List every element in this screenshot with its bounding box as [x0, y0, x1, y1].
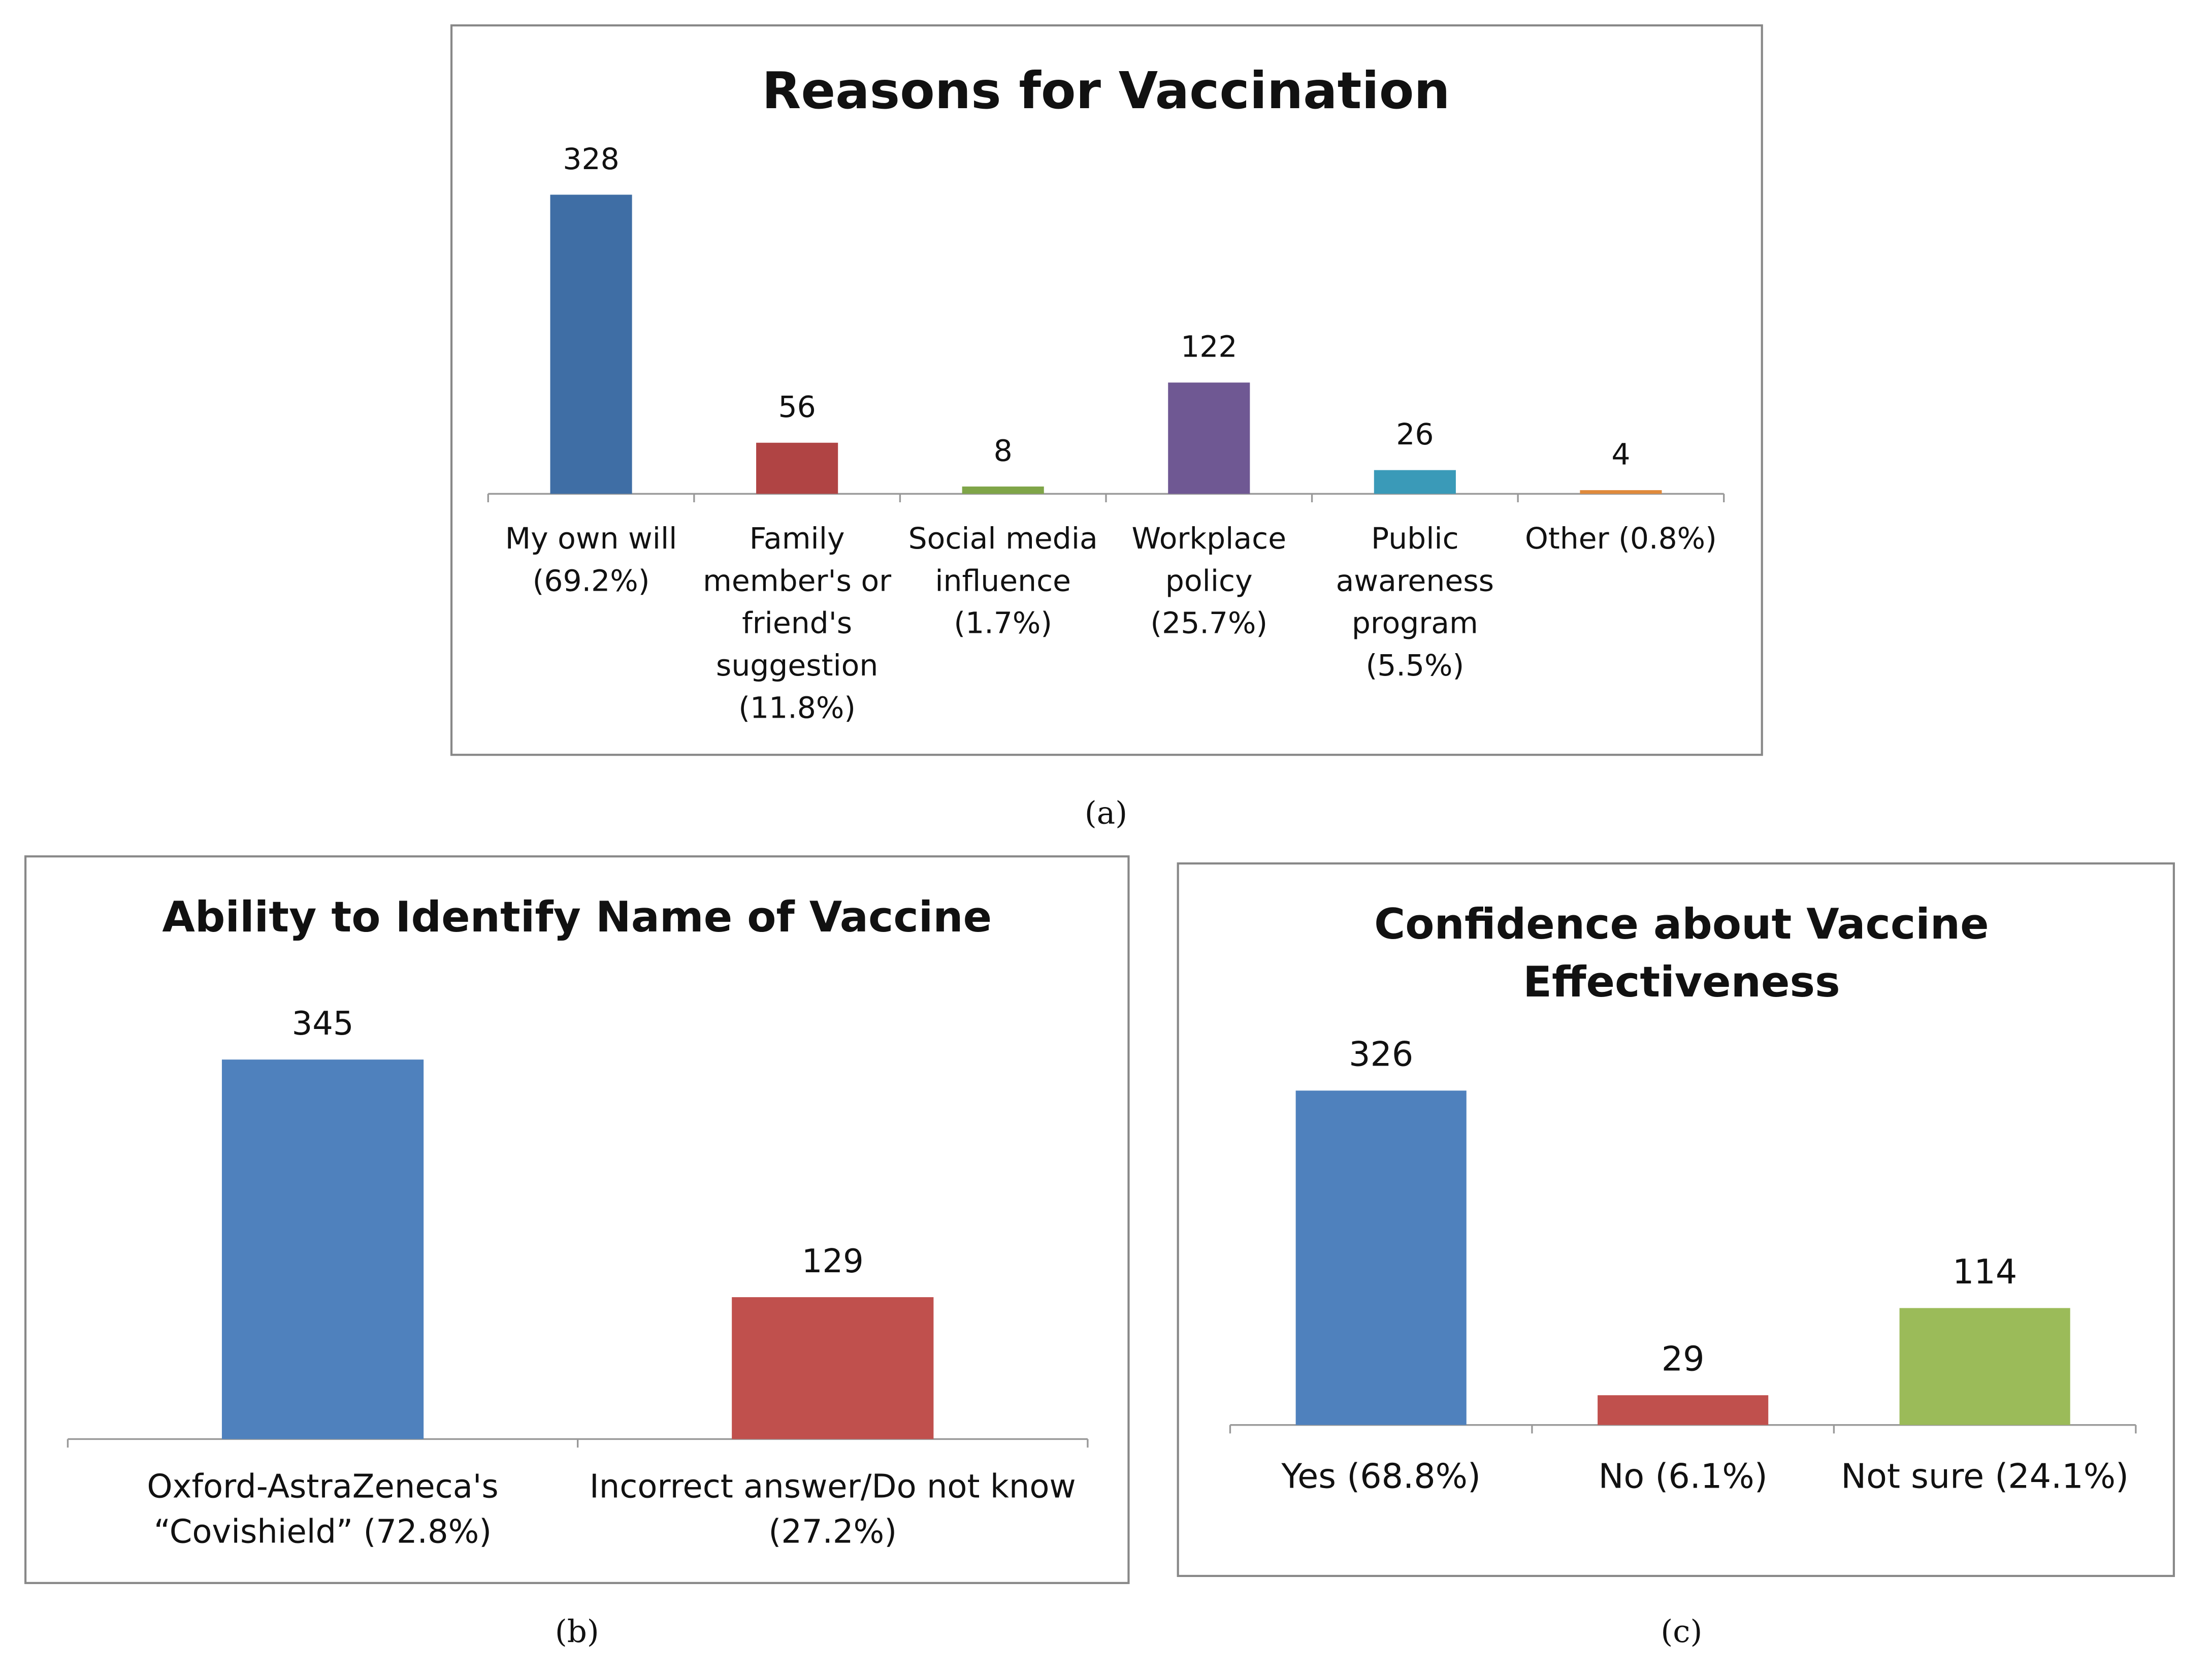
bar: [732, 1297, 934, 1439]
panel-caption: (a): [1085, 795, 1127, 831]
value-label: 56: [778, 390, 816, 424]
value-label: 328: [563, 142, 619, 176]
x-tick-label: Oxford-AstraZeneca's “Covishield” (72.8%): [147, 1468, 498, 1551]
x-tick-label: Other (0.8%): [1525, 521, 1717, 556]
x-tick-label: My own will (69.2%): [505, 521, 677, 598]
value-label: 345: [292, 1005, 354, 1043]
bar: [1168, 382, 1250, 494]
bar: [756, 442, 838, 494]
x-tick-label: No (6.1%): [1599, 1456, 1768, 1496]
value-label: 114: [1953, 1252, 2017, 1292]
x-tick-label: Workplace policy (25.7%): [1131, 521, 1286, 640]
panel-frame: [450, 24, 1763, 756]
bar: [962, 486, 1044, 494]
bar: [221, 1059, 424, 1439]
value-label: 4: [1611, 437, 1630, 472]
chart-title: Reasons for Vaccination: [762, 61, 1450, 120]
bar: [1899, 1308, 2070, 1425]
x-tick-label: Incorrect answer/Do not know (27.2%): [590, 1468, 1076, 1551]
x-tick-label: Not sure (24.1%): [1841, 1456, 2129, 1496]
panel-caption: (c): [1661, 1614, 1702, 1650]
x-tick-label: Public awareness program (5.5%): [1336, 521, 1494, 683]
x-tick-label: Yes (68.8%): [1281, 1456, 1481, 1496]
value-label: 8: [994, 433, 1013, 468]
panel-caption: (b): [555, 1614, 599, 1650]
value-label: 326: [1349, 1035, 1413, 1074]
bar: [1598, 1395, 1769, 1425]
panel-frame: [24, 855, 1130, 1584]
bar: [1580, 490, 1662, 494]
value-label: 29: [1662, 1339, 1705, 1379]
value-label: 129: [802, 1243, 864, 1280]
x-tick-label: Family member's or friend's suggestion (11.8…: [703, 521, 891, 725]
bar: [550, 195, 632, 494]
x-tick-label: Social media influence (1.7%): [908, 521, 1098, 640]
bar: [1295, 1090, 1467, 1425]
value-label: 26: [1396, 417, 1434, 452]
chart-title: Confidence about Vaccine Effectiveness: [1374, 899, 1989, 1007]
bar: [1374, 470, 1456, 494]
value-label: 122: [1181, 330, 1237, 364]
chart-title: Ability to Identify Name of Vaccine: [162, 892, 992, 942]
